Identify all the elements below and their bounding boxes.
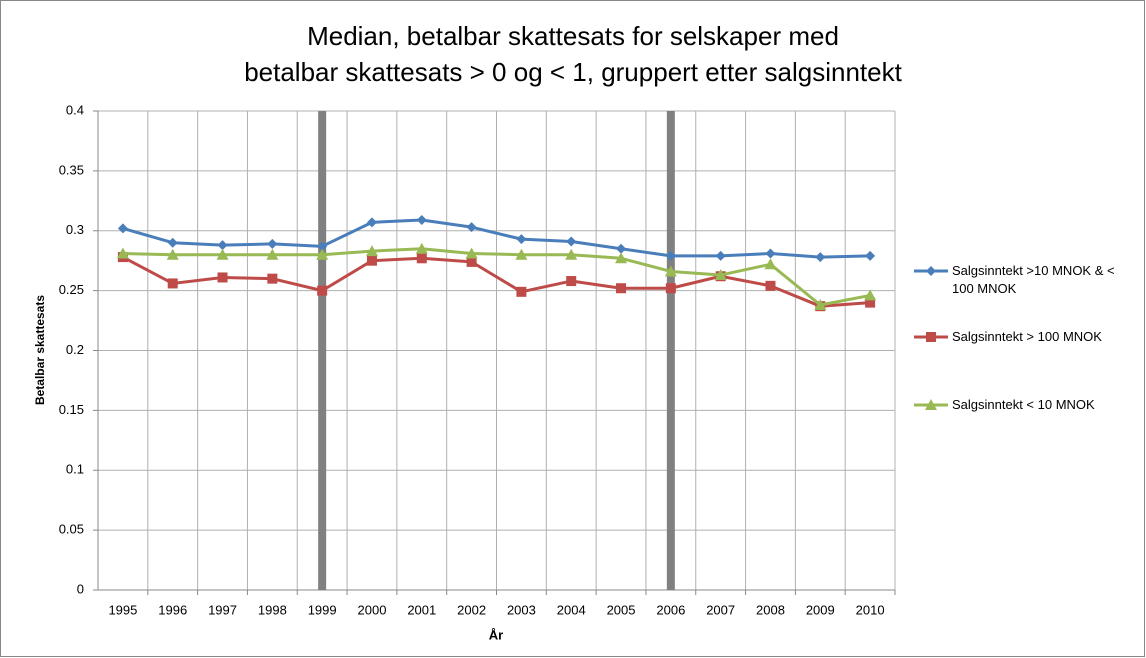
y-tick-label: 0.35 xyxy=(59,162,84,177)
x-tick-label: 1995 xyxy=(108,602,137,617)
point xyxy=(764,258,777,270)
x-tick-label: 2008 xyxy=(756,602,785,617)
y-axis-label: Betalbar skattesats xyxy=(33,295,47,405)
point xyxy=(117,223,128,234)
x-axis-label: År xyxy=(489,627,503,642)
y-tick-label: 0.2 xyxy=(66,342,84,357)
x-tick-label: 2009 xyxy=(806,602,835,617)
point xyxy=(167,237,178,248)
point xyxy=(615,252,628,264)
x-tick-label: 2001 xyxy=(407,602,436,617)
y-tick-label: 0 xyxy=(77,581,84,596)
series-line xyxy=(122,218,871,259)
point xyxy=(416,253,427,264)
x-tick-label: 1998 xyxy=(258,602,287,617)
legend-label: Salgsinntekt < 10 MNOK xyxy=(952,397,1095,412)
point xyxy=(664,265,677,277)
y-tick-label: 0.25 xyxy=(59,282,84,297)
point xyxy=(715,250,726,261)
legend-label: Salgsinntekt >10 MNOK & < 100 MNOK xyxy=(952,263,1115,296)
point xyxy=(167,278,178,289)
point xyxy=(714,269,727,281)
point xyxy=(815,252,826,263)
point xyxy=(466,222,477,233)
x-tick-label: 2000 xyxy=(358,602,387,617)
point xyxy=(366,217,377,228)
point xyxy=(266,248,279,260)
legend-entry: Salgsinntekt < 10 MNOK xyxy=(912,396,1127,414)
point xyxy=(925,399,937,410)
y-tick-label: 0.1 xyxy=(66,462,84,477)
point xyxy=(217,272,228,283)
point xyxy=(765,280,776,291)
point xyxy=(566,276,577,287)
x-tick-label: 2010 xyxy=(856,602,885,617)
highlight-line xyxy=(318,111,327,590)
point xyxy=(515,248,528,260)
point xyxy=(926,266,936,276)
legend-label: Salgsinntekt > 100 MNOK xyxy=(952,329,1102,344)
y-tick-label: 0.4 xyxy=(66,102,84,117)
x-tick-label: 2004 xyxy=(557,602,586,617)
legend-entry: Salgsinntekt > 100 MNOK xyxy=(912,328,1127,346)
point xyxy=(516,234,527,245)
point xyxy=(616,283,627,294)
y-tick-label: 0.15 xyxy=(59,402,84,417)
y-tick-label: 0.05 xyxy=(59,522,84,537)
point xyxy=(466,256,477,267)
point xyxy=(317,241,328,252)
point xyxy=(316,248,329,260)
point xyxy=(416,214,427,225)
point xyxy=(166,248,179,260)
point xyxy=(926,332,936,342)
legend-swatch xyxy=(914,332,948,342)
point xyxy=(814,298,827,310)
point xyxy=(267,273,278,284)
point xyxy=(565,248,578,260)
point xyxy=(864,289,877,301)
point xyxy=(865,297,876,308)
series-line xyxy=(122,255,871,308)
y-tick-label: 0.3 xyxy=(66,222,84,237)
x-tick-label: 2003 xyxy=(507,602,536,617)
x-tick-label: 1996 xyxy=(158,602,187,617)
point xyxy=(665,283,676,294)
x-tick-label: 2005 xyxy=(607,602,636,617)
chart-title: Median, betalbar skattesats for selskape… xyxy=(307,21,839,51)
chart-title: betalbar skattesats > 0 og < 1, gruppert… xyxy=(244,57,902,87)
legend-swatch xyxy=(914,399,948,410)
highlight-line xyxy=(666,111,675,590)
point xyxy=(566,236,577,247)
point xyxy=(366,255,377,266)
x-tick-label: 1997 xyxy=(208,602,237,617)
point xyxy=(317,285,328,296)
point xyxy=(665,250,676,261)
point xyxy=(616,243,627,254)
point xyxy=(365,245,378,257)
point xyxy=(465,247,478,259)
series-line xyxy=(122,247,871,307)
point xyxy=(865,250,876,261)
point xyxy=(516,286,527,297)
point xyxy=(267,238,278,249)
x-tick-label: 2007 xyxy=(706,602,735,617)
point xyxy=(415,242,428,254)
legend-entry: Salgsinntekt >10 MNOK & < 100 MNOK xyxy=(912,262,1127,298)
point xyxy=(765,248,776,259)
legend-swatch xyxy=(914,266,948,276)
x-tick-label: 2002 xyxy=(457,602,486,617)
x-tick-label: 2006 xyxy=(656,602,685,617)
point xyxy=(216,248,229,260)
point xyxy=(116,247,129,259)
point xyxy=(217,240,228,251)
x-tick-label: 1999 xyxy=(308,602,337,617)
